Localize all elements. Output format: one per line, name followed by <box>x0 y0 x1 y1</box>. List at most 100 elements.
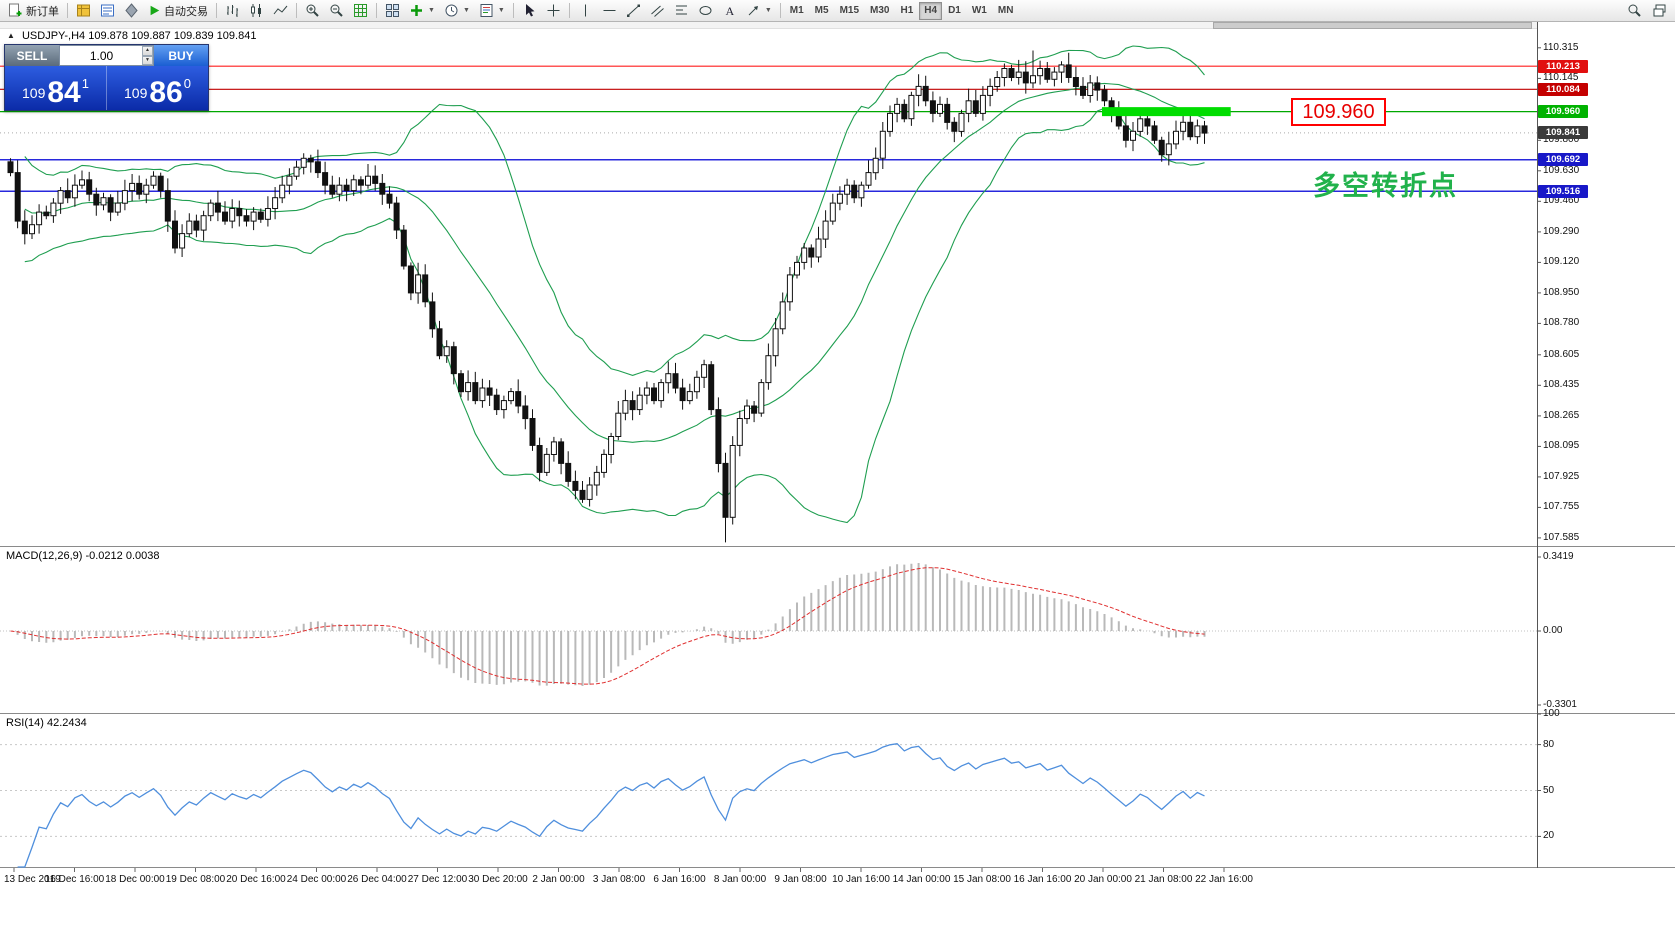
chevron-down-icon: ▼ <box>497 7 505 14</box>
svg-text:A: A <box>725 4 734 18</box>
volume-down-button[interactable]: ▼ <box>142 55 153 65</box>
channel-icon <box>650 3 665 18</box>
time-axis-label: 24 Dec 00:00 <box>286 874 347 885</box>
grid-icon <box>353 3 368 18</box>
line-chart-button[interactable] <box>269 1 292 20</box>
volume-field-wrap: ▲ ▼ <box>59 45 154 66</box>
sell-button[interactable]: SELL <box>5 45 59 66</box>
shapes-button[interactable] <box>694 1 717 20</box>
price-annotation-box: 109.960 <box>1291 98 1386 126</box>
autotrading-play-icon <box>148 4 161 17</box>
timeframe-h4-button[interactable]: H4 <box>919 1 943 20</box>
time-axis-label: 30 Dec 20:00 <box>468 874 528 885</box>
timeframe-d1-button[interactable]: D1 <box>943 2 966 20</box>
time-axis: 13 Dec 2019 16 Dec 16:00 18 Dec 00:00 19 De… <box>0 868 1537 892</box>
separator <box>67 3 68 18</box>
timeframe-m15-button[interactable]: M15 <box>835 2 864 20</box>
time-axis-label: 19 Dec 08:00 <box>165 874 226 885</box>
trendline-icon <box>626 3 641 18</box>
macd-layer <box>0 563 1537 686</box>
timeframe-m30-button[interactable]: M30 <box>865 2 894 20</box>
market-watch-button[interactable] <box>72 1 95 20</box>
bar-chart-button[interactable] <box>221 1 244 20</box>
indicators-button[interactable]: ▼ <box>405 1 439 20</box>
text-tool-button[interactable]: A <box>718 1 741 20</box>
restore-window-button[interactable] <box>1648 1 1671 20</box>
main-toolbar: 新订单 自动交易 ▼ ▼ ▼ A ▼ M1 M5 M15 M30 H1 H4 D… <box>0 0 1675 22</box>
navigator-button[interactable] <box>120 1 143 20</box>
new-order-button[interactable]: 新订单 <box>4 1 63 20</box>
tile-windows-button[interactable] <box>381 1 404 20</box>
timeframe-w1-button[interactable]: W1 <box>967 2 992 20</box>
autotrading-label: 自动交易 <box>164 5 208 18</box>
fibonacci-button[interactable] <box>670 1 693 20</box>
chevron-down-icon: ▼ <box>764 7 772 14</box>
time-axis-label: 20 Dec 16:00 <box>226 874 286 885</box>
collapse-panel-icon[interactable]: ▲ <box>7 31 15 40</box>
timeframe-m1-button[interactable]: M1 <box>785 2 809 20</box>
scrollbar-thumb[interactable] <box>1213 22 1532 29</box>
horizontal-lines-layer[interactable] <box>0 65 1537 193</box>
buy-price-panel[interactable]: 109 86 0 <box>107 66 208 110</box>
sell-price-panel[interactable]: 109 84 1 <box>5 66 107 110</box>
one-click-trading-panel: SELL ▲ ▼ BUY 109 84 1 109 86 0 <box>4 44 209 111</box>
separator <box>376 3 377 18</box>
vertical-line-button[interactable] <box>574 1 597 20</box>
tile-windows-icon <box>385 3 400 18</box>
time-axis-label: 6 Jan 16:00 <box>653 874 706 885</box>
trendline-button[interactable] <box>622 1 645 20</box>
time-axis-label: 2 Jan 00:00 <box>532 874 585 885</box>
zoom-out-button[interactable] <box>325 1 348 20</box>
sell-price-big: 84 <box>47 75 81 109</box>
time-axis-label: 10 Jan 16:00 <box>832 874 890 885</box>
cursor-button[interactable] <box>518 1 541 20</box>
time-axis-label: 18 Dec 00:00 <box>105 874 165 885</box>
text-icon: A <box>722 3 737 18</box>
data-window-icon <box>100 3 115 18</box>
channel-button[interactable] <box>646 1 669 20</box>
search-button[interactable] <box>1623 1 1646 20</box>
navigator-icon <box>124 3 139 18</box>
buy-button[interactable]: BUY <box>154 45 208 66</box>
grid-button[interactable] <box>349 1 372 20</box>
new-order-label: 新订单 <box>26 5 59 18</box>
sell-price-pip: 1 <box>81 76 89 91</box>
templates-button[interactable]: ▼ <box>475 1 509 20</box>
volume-input[interactable] <box>60 46 153 65</box>
time-ticks <box>13 868 1225 872</box>
crosshair-button[interactable] <box>542 1 565 20</box>
time-axis-label: 16 Jan 16:00 <box>1013 874 1072 885</box>
time-axis-label: 15 Jan 08:00 <box>953 874 1011 885</box>
separator <box>216 3 217 18</box>
time-axis-label: 3 Jan 08:00 <box>592 874 646 885</box>
volume-up-button[interactable]: ▲ <box>142 46 153 56</box>
cursor-icon <box>522 3 537 18</box>
time-axis-label: 22 Jan 16:00 <box>1195 874 1253 885</box>
bollinger-bands-layer <box>24 45 1205 524</box>
timeframe-m5-button[interactable]: M5 <box>810 2 834 20</box>
data-window-button[interactable] <box>96 1 119 20</box>
ohlc-values: 109.878 109.887 109.839 109.841 <box>88 30 257 42</box>
horizontal-line-button[interactable] <box>598 1 621 20</box>
symbol-label: USDJPY-,H4 <box>21 30 86 42</box>
time-axis-label: 16 Dec 16:00 <box>44 874 105 885</box>
candlestick-chart-button[interactable] <box>245 1 268 20</box>
indicator-add-icon <box>409 3 424 18</box>
timeframe-mn-button[interactable]: MN <box>993 2 1019 20</box>
separator <box>296 3 297 18</box>
zoom-in-button[interactable] <box>301 1 324 20</box>
arrows-button[interactable]: ▼ <box>742 1 776 20</box>
ellipse-icon <box>698 3 713 18</box>
time-axis-label: 9 Jan 08:00 <box>774 874 827 885</box>
candles-layer <box>7 64 1208 518</box>
timeframe-h1-button[interactable]: H1 <box>895 2 918 20</box>
bar-chart-icon <box>225 3 240 18</box>
candlestick-chart-icon <box>249 3 264 18</box>
autotrading-button[interactable]: 自动交易 <box>144 1 212 20</box>
periods-button[interactable]: ▼ <box>440 1 474 20</box>
sell-price-base: 109 <box>22 85 46 101</box>
buy-price-pip: 0 <box>183 76 191 91</box>
chart-scrollbar[interactable] <box>0 22 1537 29</box>
chevron-down-icon: ▼ <box>462 7 470 14</box>
